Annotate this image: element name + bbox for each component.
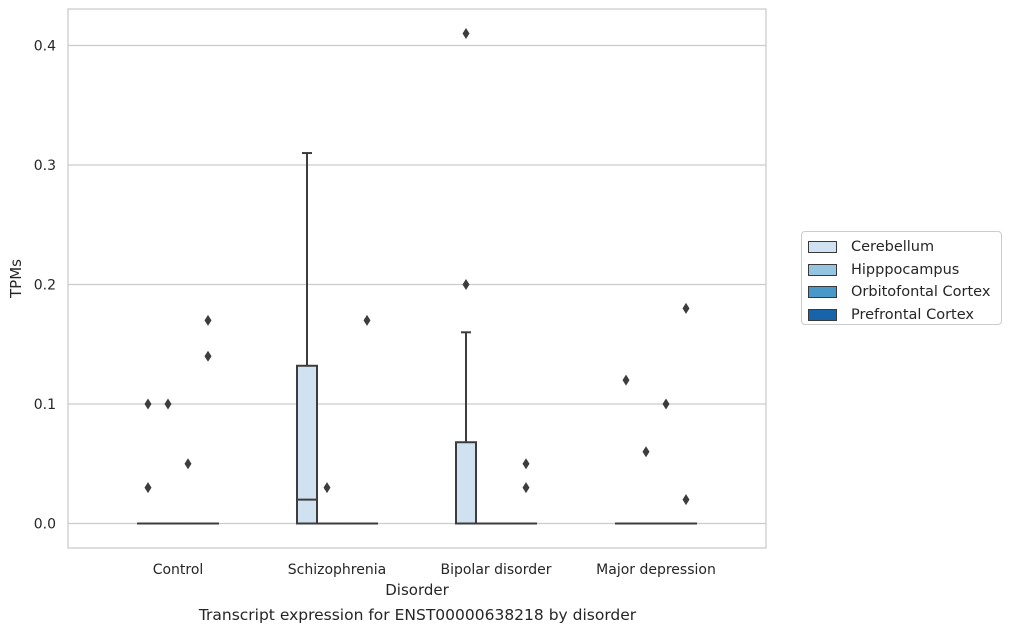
outlier-point bbox=[184, 458, 192, 470]
x-tick-labels: Control Schizophrenia Bipolar disorder Majo… bbox=[153, 562, 716, 578]
y-tick-label: 0.0 bbox=[34, 517, 56, 533]
chart-caption: Transcript expression for ENST0000063821… bbox=[198, 606, 637, 624]
box-prefrontal-cortex bbox=[515, 458, 537, 525]
legend-label: Orbitofontal Cortex bbox=[851, 284, 991, 301]
box-orbitofontal-cortex bbox=[655, 398, 677, 525]
y-axis-label: TPMs bbox=[7, 259, 25, 299]
legend-label: Hipppocampus bbox=[851, 261, 960, 278]
legend-swatch bbox=[808, 263, 837, 276]
outlier-point bbox=[462, 279, 470, 290]
box-prefrontal-cortex bbox=[197, 314, 219, 525]
legend-item: Prefrontal Cortex bbox=[802, 304, 1001, 327]
y-tick-label: 0.1 bbox=[34, 397, 56, 413]
legend-swatch bbox=[808, 241, 837, 254]
box-body bbox=[455, 441, 477, 525]
box-plots bbox=[137, 28, 697, 525]
legend-item: Orbitofontal Cortex bbox=[802, 281, 1001, 304]
x-tick-label: Bipolar disorder bbox=[440, 562, 551, 578]
legend-swatch bbox=[808, 309, 837, 322]
box-prefrontal-cortex bbox=[675, 302, 697, 525]
x-tick-label: Major depression bbox=[596, 562, 716, 578]
box-hipppocampus bbox=[316, 482, 338, 525]
gridlines bbox=[68, 44, 766, 525]
box-cerebellum bbox=[296, 152, 318, 525]
outlier-point bbox=[682, 494, 690, 506]
outlier-point bbox=[662, 398, 670, 410]
x-tick-label: Schizophrenia bbox=[288, 562, 386, 578]
outlier-point bbox=[522, 458, 530, 470]
y-tick-labels: 0.0 0.1 0.2 0.3 0.4 bbox=[34, 39, 56, 533]
legend-item: Hipppocampus bbox=[802, 259, 1001, 282]
legend-label: Cerebellum bbox=[851, 239, 935, 256]
x-tick-label: Control bbox=[153, 562, 204, 578]
box-hipppocampus bbox=[635, 446, 657, 525]
box-hipppocampus bbox=[157, 398, 179, 525]
box-orbitofontal-cortex bbox=[177, 458, 199, 525]
legend: Cerebellum Hipppocampus Orbitofontal Corte… bbox=[801, 231, 1002, 325]
plot-frame bbox=[67, 8, 767, 549]
y-tick-label: 0.3 bbox=[34, 158, 56, 174]
y-tick-label: 0.2 bbox=[34, 278, 56, 294]
legend-swatch bbox=[808, 286, 837, 299]
outlier-point bbox=[682, 302, 690, 314]
outlier-point bbox=[622, 374, 630, 386]
outlier-point bbox=[363, 314, 371, 326]
legend-item: Cerebellum bbox=[802, 236, 1001, 259]
outlier-point bbox=[164, 398, 172, 410]
legend-label: Prefrontal Cortex bbox=[851, 307, 974, 324]
box-cerebellum bbox=[455, 28, 477, 525]
outlier-point bbox=[204, 350, 212, 362]
box-prefrontal-cortex bbox=[356, 314, 378, 525]
outlier-point bbox=[462, 28, 470, 40]
box-cerebellum bbox=[137, 398, 159, 525]
outlier-point bbox=[144, 398, 152, 410]
outlier-point bbox=[144, 482, 152, 494]
x-axis-label: Disorder bbox=[385, 581, 449, 599]
outlier-point bbox=[323, 482, 331, 494]
y-tick-label: 0.4 bbox=[34, 39, 56, 55]
box-cerebellum bbox=[615, 374, 637, 525]
outlier-point bbox=[522, 482, 530, 494]
outlier-point bbox=[642, 446, 650, 458]
outlier-point bbox=[204, 314, 212, 326]
